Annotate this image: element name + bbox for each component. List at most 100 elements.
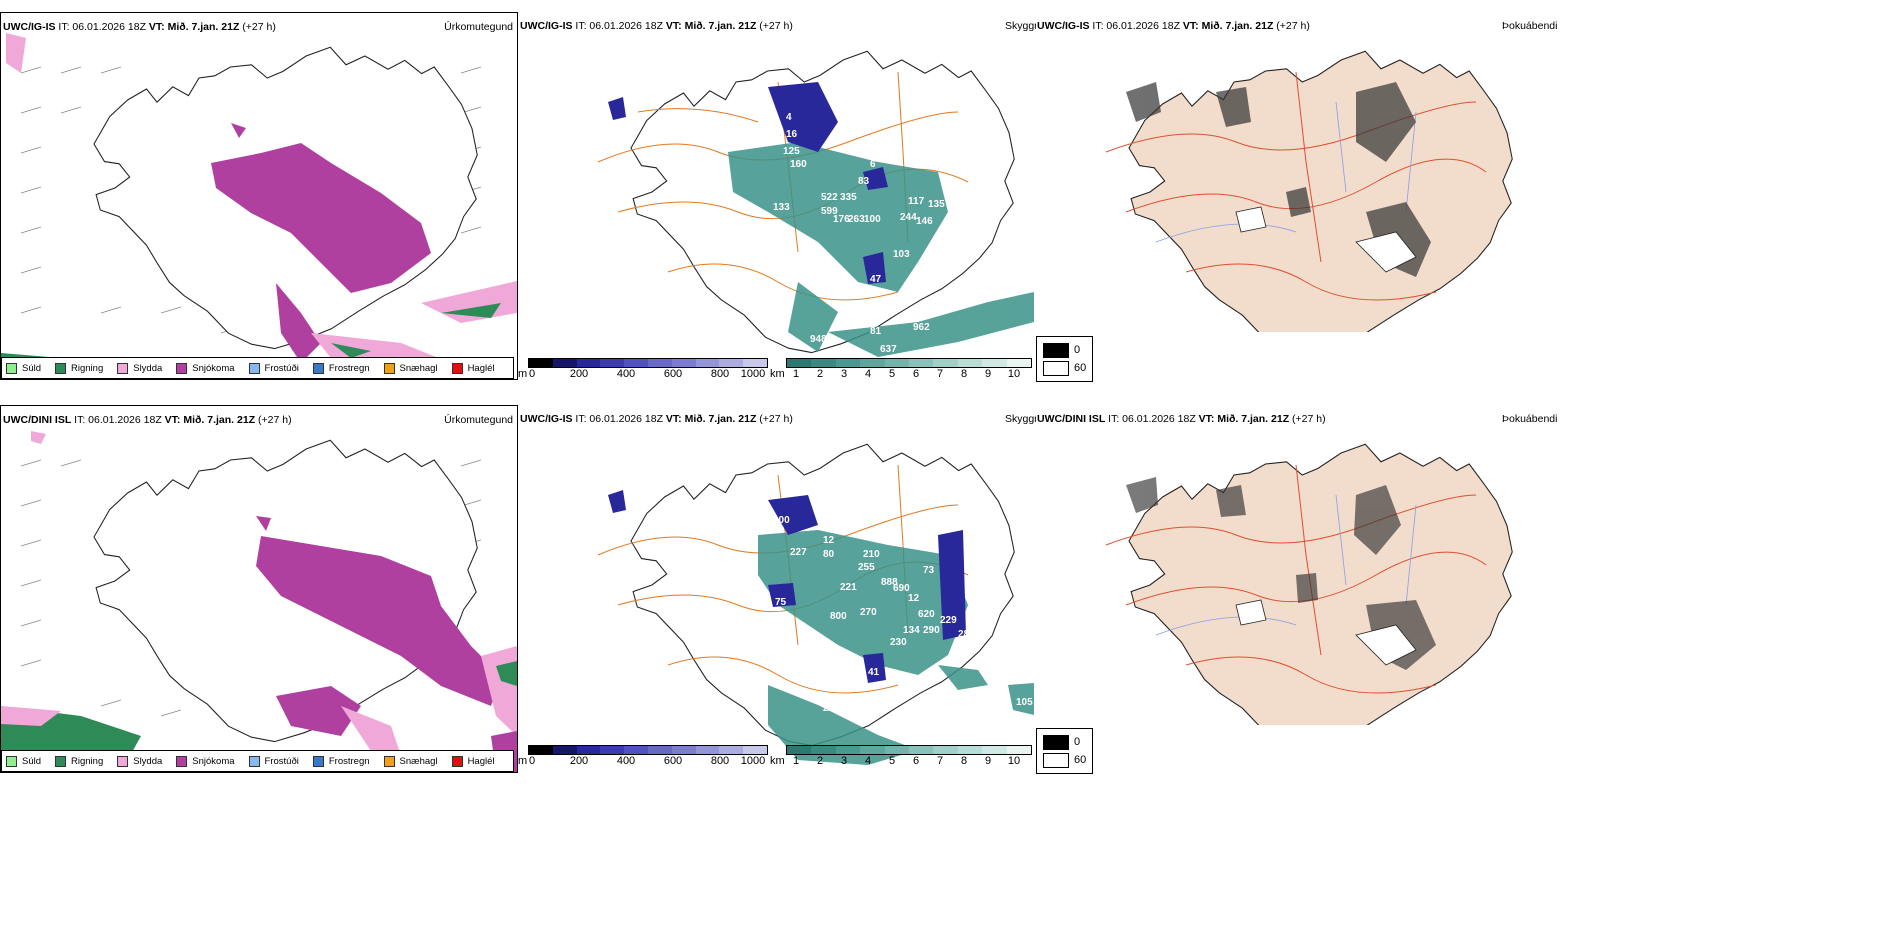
vis-tick: 2 xyxy=(816,368,824,378)
vis-label: 146 xyxy=(916,216,933,227)
vis-label: 522 xyxy=(821,192,838,203)
fog-header-top: UWC/IG-IS IT: 06.01.2026 18Z VT: Mið. 7.… xyxy=(1037,20,1310,32)
legend-item-snjokoma: Snjókoma xyxy=(176,755,235,767)
legend-item-haglel: Haglél xyxy=(451,362,495,374)
glaciers xyxy=(1235,206,1417,273)
vis-label: 948 xyxy=(810,334,827,345)
ceiling-tick: 0 xyxy=(528,368,536,378)
legend-item-frostudi: Frostúði xyxy=(248,362,299,374)
visibility-colorbar-bottom: km 1 2 3 4 5 6 7 8 9 10 xyxy=(770,743,1032,771)
legend-item-frostregn: Frostregn xyxy=(312,362,370,374)
visibility-colorbar-strip xyxy=(786,358,1032,368)
fog-legend-light-label: 60 xyxy=(1074,362,1087,374)
visibility-value-labels: 176 4 16 125 160 83 6 522 335 599 176 26… xyxy=(758,112,1000,355)
vis-label: 221 xyxy=(840,582,857,593)
ceiling-tick: 200 xyxy=(569,755,589,767)
vis-label: 335 xyxy=(840,192,857,203)
legend-item-rigning: Rigning xyxy=(55,362,103,374)
snow-area xyxy=(31,431,501,736)
precip-header-bottom: UWC/DINI ISL IT: 06.01.2026 18Z VT: Mið.… xyxy=(3,414,292,426)
legend-item-haglel: Haglél xyxy=(451,755,495,767)
ceiling-colorbar-bottom: m 0 200 400 600 800 1000 xyxy=(518,743,768,771)
ceiling-tick: 800 xyxy=(710,755,730,767)
vis-tick: 9 xyxy=(984,755,992,767)
legend-swatch xyxy=(383,755,395,767)
ceiling-tick: 200 xyxy=(569,368,589,378)
legend-swatch xyxy=(6,362,17,374)
legend-swatch xyxy=(55,362,67,374)
vis-tick: 5 xyxy=(888,368,896,378)
precip-panel-top: UWC/IG-IS IT: 06.01.2026 18Z VT: Mið. 7.… xyxy=(0,12,518,380)
vis-label: 599 xyxy=(821,206,838,217)
visibility-value-labels: 100 227 80 12 210 255 221 888 690 73 75 … xyxy=(730,515,1033,714)
ceiling-tick: 400 xyxy=(616,368,636,378)
fog-legend-bottom: 0 60 xyxy=(1036,728,1093,774)
visibility-panel-top: 176 4 16 125 160 83 6 522 335 599 176 26… xyxy=(518,12,1034,378)
precip-title-top: Úrkomutegund xyxy=(444,21,513,33)
legend-swatch xyxy=(451,755,463,767)
vis-label: 12 xyxy=(908,593,920,604)
vis-label: 290 xyxy=(940,297,957,308)
legend-item-frostudi: Frostúði xyxy=(248,755,299,767)
visibility-unit: km xyxy=(770,755,785,767)
snow-area xyxy=(6,33,431,363)
precip-legend-bottom: Súld Rigning Slydda Snjókoma Frostúði Fr… xyxy=(1,750,514,772)
vis-tick: 4 xyxy=(864,755,872,767)
visibility-panel-bottom: 100 227 80 12 210 255 221 888 690 73 75 … xyxy=(518,405,1034,771)
fog-legend-light-label: 60 xyxy=(1074,754,1087,766)
vis-label: 244 xyxy=(900,212,917,223)
vis-tick: 9 xyxy=(984,368,992,378)
vis-label: 534 xyxy=(968,279,985,290)
vis-label: 255 xyxy=(858,562,875,573)
vis-label: 364 xyxy=(730,591,747,602)
precip-title-bottom: Úrkomutegund xyxy=(444,414,513,426)
legend-swatch xyxy=(248,755,260,767)
vis-label: 176 xyxy=(833,214,850,225)
fog-title-bottom: Þokuábendi xyxy=(1502,413,1558,425)
vis-tick: 6 xyxy=(912,755,920,767)
fog-legend-dark-swatch xyxy=(1043,735,1069,750)
vis-tick: 8 xyxy=(960,755,968,767)
vis-tick: 2 xyxy=(816,755,824,767)
precip-map-top xyxy=(1,33,517,379)
legend-swatch xyxy=(451,362,463,374)
vis-label: 16 xyxy=(786,129,798,140)
legend-swatch xyxy=(176,755,188,767)
legend-swatch xyxy=(55,755,67,767)
vis-label: 211 xyxy=(823,703,840,714)
vis-tick: 6 xyxy=(912,368,920,378)
vis-label: 800 xyxy=(830,611,847,622)
vis-label: 41 xyxy=(868,667,880,678)
vis-label: 286 xyxy=(958,629,975,640)
ceiling-tick: 0 xyxy=(528,755,536,767)
vis-label: 227 xyxy=(790,547,807,558)
visibility-title-bottom: Skyggni xyxy=(1005,413,1043,425)
vis-tick: 3 xyxy=(840,368,848,378)
ceiling-tick: 600 xyxy=(663,755,683,767)
vis-tick: 5 xyxy=(888,755,896,767)
fog-river-network xyxy=(1155,494,1417,636)
fog-legend-light-swatch xyxy=(1043,361,1069,376)
vis-label: 103 xyxy=(893,249,910,260)
fog-legend-top: 0 60 xyxy=(1036,336,1093,382)
vis-tick: 10 xyxy=(1007,368,1021,378)
vis-label: 404 xyxy=(956,285,973,296)
vis-tick: 8 xyxy=(960,368,968,378)
fog-legend-dark-swatch xyxy=(1043,343,1069,358)
visibility-map-top: 176 4 16 125 160 83 6 522 335 599 176 26… xyxy=(597,50,1034,357)
legend-item-sudl: Súld xyxy=(6,755,41,767)
vis-tick: 3 xyxy=(840,755,848,767)
vis-label: 290 xyxy=(923,625,940,636)
legend-swatch xyxy=(312,755,324,767)
vis-label: 133 xyxy=(773,202,790,213)
vis-label: 160 xyxy=(790,159,807,170)
ceiling-tick: 800 xyxy=(710,368,730,378)
ceiling-unit: m xyxy=(518,368,528,378)
ceiling-tick: 600 xyxy=(663,368,683,378)
fog-legend-dark-label: 0 xyxy=(1074,736,1081,748)
legend-item-slydda: Slydda xyxy=(117,362,162,374)
vis-label: 888 xyxy=(881,577,898,588)
vis-label: 105 xyxy=(1016,697,1033,708)
legend-swatch xyxy=(117,755,129,767)
vis-label: 100 xyxy=(864,214,881,225)
